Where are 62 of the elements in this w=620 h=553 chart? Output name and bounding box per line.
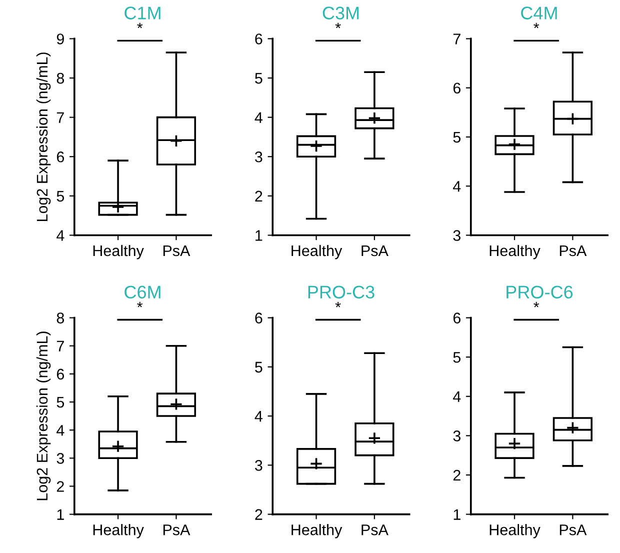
text: *	[534, 302, 540, 308]
y-tick-label: 2	[453, 470, 460, 481]
y-tick-label: 5	[453, 352, 461, 363]
y-tick-label: 6	[453, 312, 460, 324]
y-tick-label: 5	[56, 190, 64, 202]
chart-title: C4M	[521, 6, 557, 20]
x-tick-label: PsA	[560, 524, 587, 536]
y-tick-label: 3	[453, 430, 460, 442]
x-tick-label: PsA	[163, 524, 190, 536]
y-axis-title: Log2 Expression (ng/mL)	[36, 52, 51, 222]
y-tick-label: 7	[56, 340, 64, 352]
y-tick-label: 5	[255, 362, 262, 373]
y-tick-label: 7	[56, 112, 64, 123]
chart-title: C6M	[124, 286, 160, 299]
y-tick-label: 5	[56, 397, 64, 408]
y-tick-label: 4	[56, 230, 64, 241]
chart-title: C3M	[322, 6, 359, 20]
y-axis-title: Log2 Expression (ng/mL)	[36, 332, 51, 500]
y-tick-label: 7	[453, 34, 460, 44]
x-tick-label: Healthy	[490, 524, 540, 538]
text: *	[534, 22, 540, 28]
x-tick-label: Healthy	[292, 524, 342, 538]
y-tick-label: 4	[453, 391, 461, 402]
y-tick-label: 6	[255, 34, 262, 44]
y-tick-label: 2	[255, 509, 262, 520]
y-tick-label: 1	[454, 509, 460, 520]
y-tick-label: 3	[453, 230, 460, 241]
y-tick-label: 3	[56, 453, 64, 464]
chart-title: C1M	[124, 6, 160, 20]
text: *	[335, 22, 341, 28]
y-tick-label: 6	[255, 312, 262, 324]
chart-title: PRO-C3	[308, 286, 374, 299]
y-tick-label: 5	[255, 73, 262, 84]
y-tick-label: 3	[255, 151, 262, 162]
x-tick-label: PsA	[560, 246, 587, 256]
y-tick-label: 6	[453, 82, 460, 94]
x-tick-label: Healthy	[292, 244, 342, 260]
x-tick-label: Healthy	[490, 244, 540, 260]
y-tick-label: 4	[453, 181, 461, 192]
y-tick-label: 2	[255, 190, 262, 202]
y-tick-label: 6	[56, 151, 64, 162]
y-tick-label: 4	[254, 411, 262, 422]
y-tick-label: 8	[56, 312, 64, 324]
chart-title: PRO-C6	[506, 286, 573, 299]
y-tick-label: 2	[56, 481, 64, 492]
y-tick-label: 8	[56, 72, 64, 84]
y-tick-label: 6	[56, 368, 64, 380]
y-tick-label: 3	[255, 460, 262, 471]
x-tick-label: Healthy	[93, 244, 144, 260]
x-tick-label: PsA	[362, 246, 388, 256]
y-tick-label: 1	[57, 509, 64, 520]
y-tick-label: 1	[256, 230, 262, 241]
y-tick-label: 5	[453, 132, 461, 143]
x-tick-label: Healthy	[93, 524, 144, 538]
y-tick-label: 4	[254, 112, 262, 123]
text: *	[335, 302, 341, 308]
x-tick-label: PsA	[163, 246, 190, 256]
y-tick-label: 4	[56, 425, 64, 436]
text: *	[137, 22, 143, 28]
text: *	[137, 302, 143, 308]
x-tick-label: PsA	[362, 524, 388, 536]
y-tick-label: 9	[56, 34, 64, 44]
